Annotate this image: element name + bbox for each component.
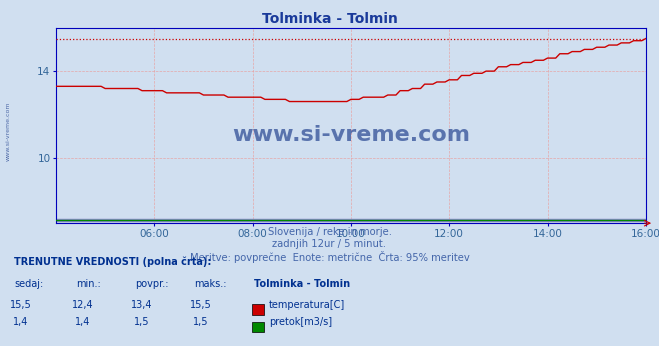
Text: temperatura[C]: temperatura[C] (269, 300, 345, 310)
Text: 1,4: 1,4 (13, 317, 29, 327)
Text: 12,4: 12,4 (72, 300, 93, 310)
Text: 1,5: 1,5 (193, 317, 209, 327)
Text: 13,4: 13,4 (131, 300, 152, 310)
Text: www.si-vreme.com: www.si-vreme.com (232, 125, 470, 145)
Text: zadnjih 12ur / 5 minut.: zadnjih 12ur / 5 minut. (273, 239, 386, 249)
Text: pretok[m3/s]: pretok[m3/s] (269, 317, 332, 327)
Text: povpr.:: povpr.: (135, 279, 169, 289)
Text: TRENUTNE VREDNOSTI (polna črta):: TRENUTNE VREDNOSTI (polna črta): (14, 256, 212, 267)
Text: 1,4: 1,4 (74, 317, 90, 327)
Text: 15,5: 15,5 (10, 300, 32, 310)
Text: 1,5: 1,5 (134, 317, 150, 327)
Text: 15,5: 15,5 (190, 300, 212, 310)
Text: maks.:: maks.: (194, 279, 227, 289)
Text: Tolminka - Tolmin: Tolminka - Tolmin (262, 12, 397, 26)
Text: sedaj:: sedaj: (14, 279, 43, 289)
Text: www.si-vreme.com: www.si-vreme.com (5, 102, 11, 161)
Text: Slovenija / reke in morje.: Slovenija / reke in morje. (268, 227, 391, 237)
Text: min.:: min.: (76, 279, 101, 289)
Text: Meritve: povprečne  Enote: metrične  Črta: 95% meritev: Meritve: povprečne Enote: metrične Črta:… (190, 251, 469, 263)
Text: Tolminka - Tolmin: Tolminka - Tolmin (254, 279, 350, 289)
